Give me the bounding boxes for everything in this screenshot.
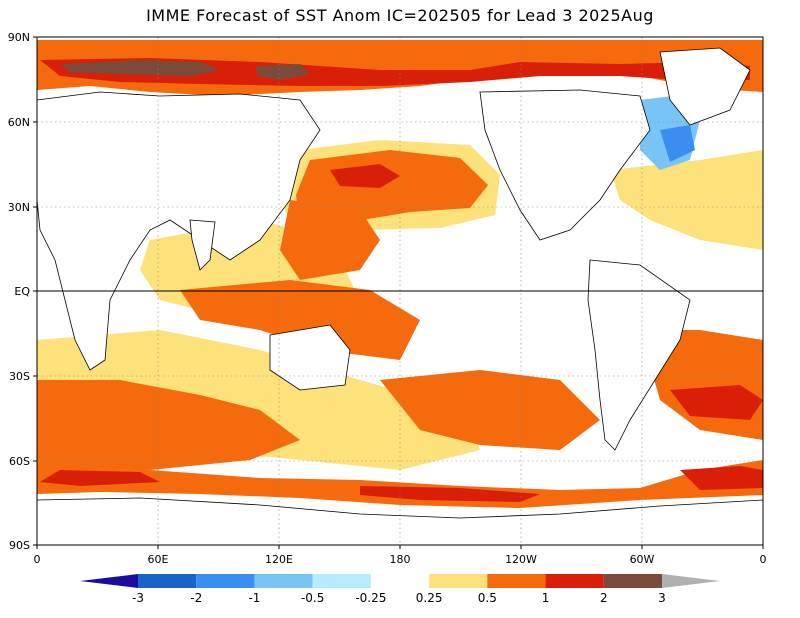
x-tick-label: 0 <box>760 553 767 566</box>
y-tick-label: 30N <box>8 201 30 214</box>
colorbar-label: -2 <box>190 591 202 605</box>
anomaly-region-arctic-strong <box>40 58 750 86</box>
anomaly-region-southern-ocean-strong <box>360 486 540 502</box>
y-tick-label: 30S <box>9 370 30 383</box>
colorbar-arrow-high <box>662 574 720 588</box>
anomaly-region-southern-ocean-strong-2 <box>680 466 763 490</box>
y-tick-label: EQ <box>14 285 30 298</box>
colorbar-swatch <box>370 574 430 588</box>
x-tick-label: 0 <box>34 553 41 566</box>
anomaly-region-arctic-extreme <box>60 60 220 76</box>
land-africa-eurasia <box>37 91 321 371</box>
colorbar-label: -0.25 <box>355 591 386 605</box>
anomaly-field <box>37 37 763 545</box>
colorbar-label: 0.5 <box>478 591 497 605</box>
anomaly-region-north-pacific-strong <box>330 164 400 188</box>
colorbar-swatch <box>138 574 197 588</box>
y-axis: 90N 60N 30N EQ 30S 60S 90S <box>8 31 37 552</box>
x-tick-label: 180 <box>390 553 411 566</box>
anomaly-region-tropical-west-mid <box>180 280 420 360</box>
colorbar-label: -1 <box>248 591 260 605</box>
anomaly-region-north-atlantic-light <box>610 150 763 250</box>
x-axis: 0 60E 120E 180 120W 60W 0 <box>34 545 767 566</box>
land-antarctica <box>37 497 763 545</box>
colorbar-swatch <box>603 574 662 588</box>
map-title: IMME Forecast of SST Anom IC=202505 for … <box>146 6 654 25</box>
colorbar-label: -0.5 <box>301 591 324 605</box>
colorbar: -3 -2 -1 -0.5 -0.25 0.25 0.5 1 2 3 <box>80 574 720 605</box>
y-tick-label: 90S <box>9 539 30 552</box>
colorbar-label: 3 <box>658 591 666 605</box>
land-masses <box>37 47 763 545</box>
x-tick-label: 120W <box>505 553 537 566</box>
land-india <box>189 219 216 271</box>
y-tick-label: 90N <box>8 31 30 44</box>
x-tick-label: 60W <box>630 553 655 566</box>
y-tick-label: 60N <box>8 116 30 129</box>
land-greenland <box>659 47 751 126</box>
colorbar-label: -3 <box>132 591 144 605</box>
colorbar-swatch <box>196 574 255 588</box>
land-australia <box>269 324 351 391</box>
colorbar-label: 1 <box>542 591 550 605</box>
anomaly-region-south-indian-mid <box>37 380 300 470</box>
anomaly-region-arctic-extreme-2 <box>255 64 310 80</box>
colorbar-swatch <box>429 574 488 588</box>
anomaly-region-south-pacific-mid <box>380 370 600 450</box>
colorbar-label: 2 <box>600 591 608 605</box>
colorbar-swatch <box>312 574 371 588</box>
colorbar-swatch <box>487 574 546 588</box>
x-tick-label: 120E <box>265 553 293 566</box>
anomaly-region-labrador-cool <box>660 125 695 162</box>
x-tick-label: 60E <box>148 553 169 566</box>
colorbar-arrow-low <box>80 574 138 588</box>
anomaly-region-west-pacific-mid <box>280 200 380 280</box>
land-north-america <box>479 89 651 241</box>
colorbar-swatch <box>545 574 604 588</box>
colorbar-swatch <box>254 574 313 588</box>
colorbar-label: 0.25 <box>416 591 443 605</box>
anomaly-region-southern-ocean-strong-3 <box>40 470 160 486</box>
land-south-america <box>587 259 691 451</box>
y-tick-label: 60S <box>9 455 30 468</box>
map-grid <box>37 37 763 545</box>
anomaly-region-south-atlantic-strong <box>670 385 763 420</box>
